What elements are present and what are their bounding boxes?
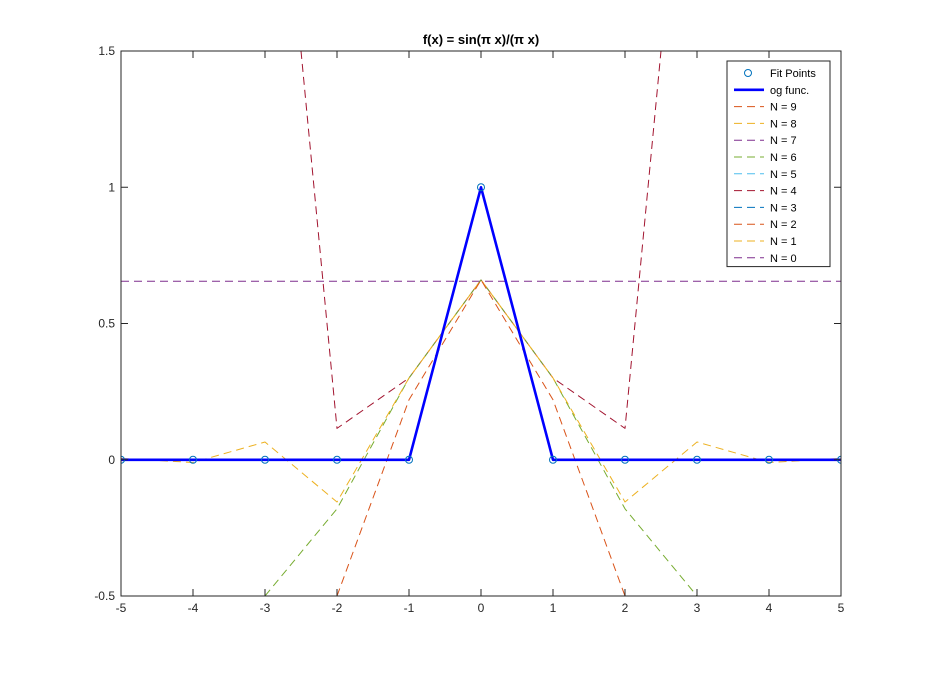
x-tick-label: 2 — [622, 601, 629, 615]
x-tick-label: -2 — [332, 601, 343, 615]
y-tick-label: 0 — [108, 453, 115, 467]
series-line-n-8 — [121, 279, 841, 503]
legend-label-n-7: N = 7 — [770, 135, 797, 147]
fit-point-marker — [189, 455, 197, 464]
legend-label-n-8: N = 8 — [770, 118, 797, 130]
legend-label-fit-points: Fit Points — [770, 68, 816, 80]
x-tick-label: -1 — [404, 601, 415, 615]
series-line-og-func — [121, 186, 841, 462]
x-tick-label: 5 — [838, 601, 845, 615]
y-tick-label: -0.5 — [94, 589, 115, 603]
y-tick-label: 0.5 — [98, 317, 115, 331]
fit-point-marker — [477, 183, 485, 192]
fit-point-marker — [261, 455, 269, 464]
x-tick-label: 3 — [694, 601, 701, 615]
x-tick-label: 4 — [766, 601, 773, 615]
legend-label-og-func: og func. — [770, 85, 809, 97]
legend-label-n-9: N = 9 — [770, 102, 797, 114]
legend-label-n-3: N = 3 — [770, 202, 797, 214]
series-layer — [121, 51, 841, 596]
legend-label-n-6: N = 6 — [770, 152, 797, 164]
legend[interactable]: Fit Points og func. N = 9 N = 8 N = 7 N = 6 N … — [726, 60, 831, 268]
legend-label-n-1: N = 1 — [770, 236, 797, 248]
fit-point-marker — [765, 455, 773, 464]
x-tick-label: -3 — [260, 601, 271, 615]
x-tick-label: 1 — [550, 601, 557, 615]
plot-area — [121, 51, 841, 596]
x-tick-label: -4 — [188, 601, 199, 615]
fit-point-marker — [333, 455, 341, 464]
legend-label-n-4: N = 4 — [770, 186, 797, 198]
x-tick-label: -5 — [116, 601, 127, 615]
series-line-n-6 — [264, 279, 698, 596]
fit-point-marker — [693, 455, 701, 464]
legend-box — [726, 60, 831, 268]
ticks-layer: -5 -4 -3 -2 -1 0 1 2 3 4 5 -0.5 0 0.5 1 1.5 — [94, 44, 844, 615]
x-tick-label: 0 — [478, 601, 485, 615]
y-tick-label: 1 — [108, 180, 115, 194]
y-tick-label: 1.5 — [98, 44, 115, 58]
chart-title: f(x) = sin(π x)/(π x) — [423, 32, 539, 47]
legend-label-n-5: N = 5 — [770, 169, 797, 181]
fit-point-marker — [405, 455, 413, 464]
legend-marker-fit-points — [744, 69, 752, 77]
legend-label-n-2: N = 2 — [770, 219, 797, 231]
legend-label-n-0: N = 0 — [770, 253, 797, 265]
fit-point-marker — [549, 455, 557, 464]
fit-point-marker — [621, 455, 629, 464]
